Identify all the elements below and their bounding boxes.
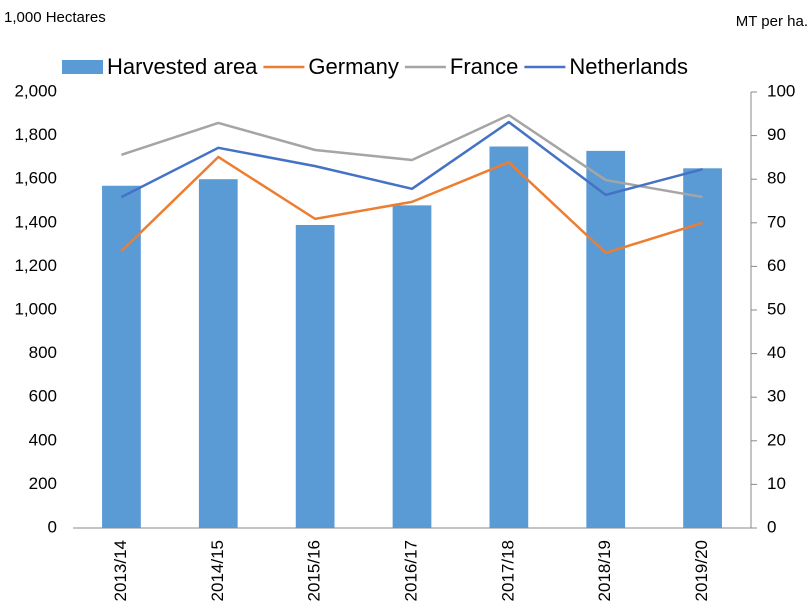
bar	[392, 205, 432, 529]
legend-label: France	[450, 54, 518, 79]
y2-tick-label: 10	[767, 474, 786, 493]
bar	[586, 150, 626, 529]
y2-tick-label: 80	[767, 169, 786, 188]
x-tick-label: 2014/15	[208, 540, 227, 601]
y-tick-label: 200	[29, 474, 57, 493]
y-tick-label: 0	[48, 517, 57, 536]
line	[121, 113, 703, 199]
bar	[683, 168, 722, 529]
line	[120, 155, 703, 255]
bar	[102, 185, 141, 529]
y-tick-label: 1,800	[14, 125, 57, 144]
y2-tick-label: 0	[767, 517, 776, 536]
y-tick-label: 600	[29, 387, 57, 406]
y2-tick-label: 70	[767, 212, 786, 231]
x-tick-label: 2013/14	[111, 540, 130, 601]
x-tick-label: 2019/20	[692, 540, 711, 601]
x-tick-label: 2018/19	[595, 540, 614, 601]
y2-tick-label: 40	[767, 343, 786, 362]
y-tick-label: 1,400	[14, 212, 57, 231]
bar	[198, 179, 238, 528]
bar	[295, 224, 335, 529]
y-tick-label: 2,000	[14, 81, 57, 100]
y2-tick-label: 20	[767, 430, 786, 449]
y2-tick-label: 50	[767, 299, 786, 318]
y-tick-label: 1,200	[14, 256, 57, 275]
y2-tick-label: 30	[767, 387, 786, 406]
y2-tick-label: 90	[767, 125, 786, 144]
y2-axis-label: MT per ha.	[736, 13, 808, 30]
y-tick-label: 800	[29, 343, 57, 362]
legend-label: Germany	[308, 54, 398, 79]
y-tick-label: 1,000	[14, 299, 57, 318]
y-tick-label: 1,600	[14, 169, 57, 188]
y-tick-label: 400	[29, 430, 57, 449]
legend-label: Netherlands	[569, 54, 688, 79]
legend-swatch	[62, 60, 103, 74]
x-tick-label: 2016/17	[401, 540, 420, 601]
y2-tick-label: 100	[767, 81, 795, 100]
y-axis-label: 1,000 Hectares	[4, 9, 106, 26]
line	[120, 120, 703, 199]
bar	[489, 146, 529, 528]
y2-tick-label: 60	[767, 256, 786, 275]
x-tick-label: 2015/16	[305, 540, 324, 601]
x-tick-label: 2017/18	[498, 540, 517, 601]
legend-label: Harvested area	[107, 54, 258, 79]
